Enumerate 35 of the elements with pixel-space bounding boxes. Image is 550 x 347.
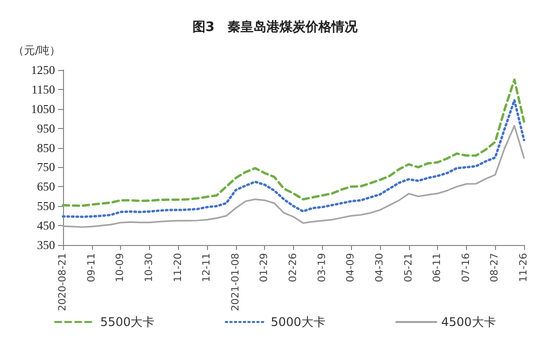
x-tick-label: 10-09	[115, 253, 126, 282]
y-tick-label: 1150	[31, 82, 55, 96]
x-tick-label: 01-29	[259, 253, 270, 282]
y-tick-label: 750	[37, 160, 55, 174]
x-tick-label: 04-30	[374, 253, 386, 282]
y-tick-label: 350	[37, 238, 55, 252]
line-series	[62, 98, 526, 218]
legend-label: 4500大卡	[441, 315, 496, 329]
x-tick-label: 12-11	[202, 253, 213, 282]
y-tick-label: 850	[37, 140, 55, 155]
legend-label: 5000大卡	[270, 315, 326, 329]
line-series	[62, 78, 526, 207]
x-tick-label: 2020-08-21	[58, 253, 68, 312]
chart-title: 图3 秦皇岛港煤炭价格情况	[192, 20, 359, 35]
x-tick-label: 06-11	[432, 253, 444, 282]
y-tick-label: 450	[37, 218, 55, 233]
x-tick-label: 02-26	[288, 253, 299, 282]
y-tick-label: 1250	[31, 63, 55, 77]
y-tick-label: 650	[37, 180, 55, 194]
y-tick-label: 950	[37, 121, 55, 136]
x-tick-label: 08-27	[490, 253, 501, 282]
x-tick-label: 03-19	[316, 253, 328, 282]
y-axis-title: （元/吨）	[13, 44, 61, 57]
x-tick-label: 10-30	[144, 253, 155, 282]
y-tick-label: 1050	[31, 102, 55, 116]
legend-label: 5500大卡	[100, 315, 155, 329]
x-tick-label: 2021-01-08	[230, 253, 242, 312]
x-tick-label: 11-26	[518, 253, 530, 282]
x-tick-label: 11-20	[172, 253, 184, 282]
x-tick-label: 07-16	[460, 253, 472, 282]
line-series	[62, 125, 525, 228]
x-tick-label: 04-09	[346, 253, 357, 282]
x-tick-label: 05-21	[403, 253, 414, 282]
y-tick-label: 550	[37, 199, 55, 214]
x-tick-label: 09-11	[86, 253, 98, 282]
